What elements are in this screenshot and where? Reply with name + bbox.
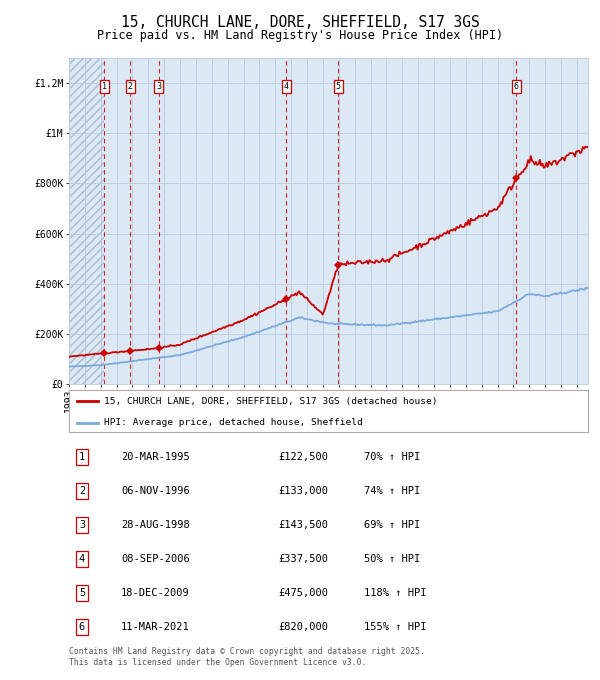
Text: 06-NOV-1996: 06-NOV-1996 (121, 486, 190, 496)
Text: 69% ↑ HPI: 69% ↑ HPI (339, 520, 420, 530)
Text: 15, CHURCH LANE, DORE, SHEFFIELD, S17 3GS (detached house): 15, CHURCH LANE, DORE, SHEFFIELD, S17 3G… (104, 397, 438, 406)
Text: 18-DEC-2009: 18-DEC-2009 (121, 588, 190, 598)
Text: 2: 2 (128, 82, 133, 91)
Text: £475,000: £475,000 (278, 588, 329, 598)
Text: 4: 4 (284, 82, 289, 91)
Text: £122,500: £122,500 (278, 452, 329, 462)
Text: 5: 5 (336, 82, 341, 91)
Text: Price paid vs. HM Land Registry's House Price Index (HPI): Price paid vs. HM Land Registry's House … (97, 29, 503, 41)
Text: £143,500: £143,500 (278, 520, 329, 530)
Text: 3: 3 (157, 82, 161, 91)
Text: 5: 5 (79, 588, 85, 598)
Text: 11-MAR-2021: 11-MAR-2021 (121, 622, 190, 632)
Text: 08-SEP-2006: 08-SEP-2006 (121, 554, 190, 564)
Text: 28-AUG-1998: 28-AUG-1998 (121, 520, 190, 530)
Text: £337,500: £337,500 (278, 554, 329, 564)
Text: HPI: Average price, detached house, Sheffield: HPI: Average price, detached house, Shef… (104, 418, 363, 427)
Text: 2: 2 (79, 486, 85, 496)
Bar (69, 58, 104, 384)
Text: 155% ↑ HPI: 155% ↑ HPI (339, 622, 427, 632)
Text: 15, CHURCH LANE, DORE, SHEFFIELD, S17 3GS: 15, CHURCH LANE, DORE, SHEFFIELD, S17 3G… (121, 15, 479, 30)
Text: 118% ↑ HPI: 118% ↑ HPI (339, 588, 427, 598)
Text: £820,000: £820,000 (278, 622, 329, 632)
Text: 74% ↑ HPI: 74% ↑ HPI (339, 486, 420, 496)
Text: 70% ↑ HPI: 70% ↑ HPI (339, 452, 420, 462)
Text: 50% ↑ HPI: 50% ↑ HPI (339, 554, 420, 564)
Text: 6: 6 (79, 622, 85, 632)
Text: 3: 3 (79, 520, 85, 530)
Text: 20-MAR-1995: 20-MAR-1995 (121, 452, 190, 462)
Text: 4: 4 (79, 554, 85, 564)
Text: Contains HM Land Registry data © Crown copyright and database right 2025.
This d: Contains HM Land Registry data © Crown c… (69, 647, 425, 667)
Text: 6: 6 (514, 82, 519, 91)
Text: 1: 1 (79, 452, 85, 462)
Text: £133,000: £133,000 (278, 486, 329, 496)
Text: 1: 1 (102, 82, 107, 91)
